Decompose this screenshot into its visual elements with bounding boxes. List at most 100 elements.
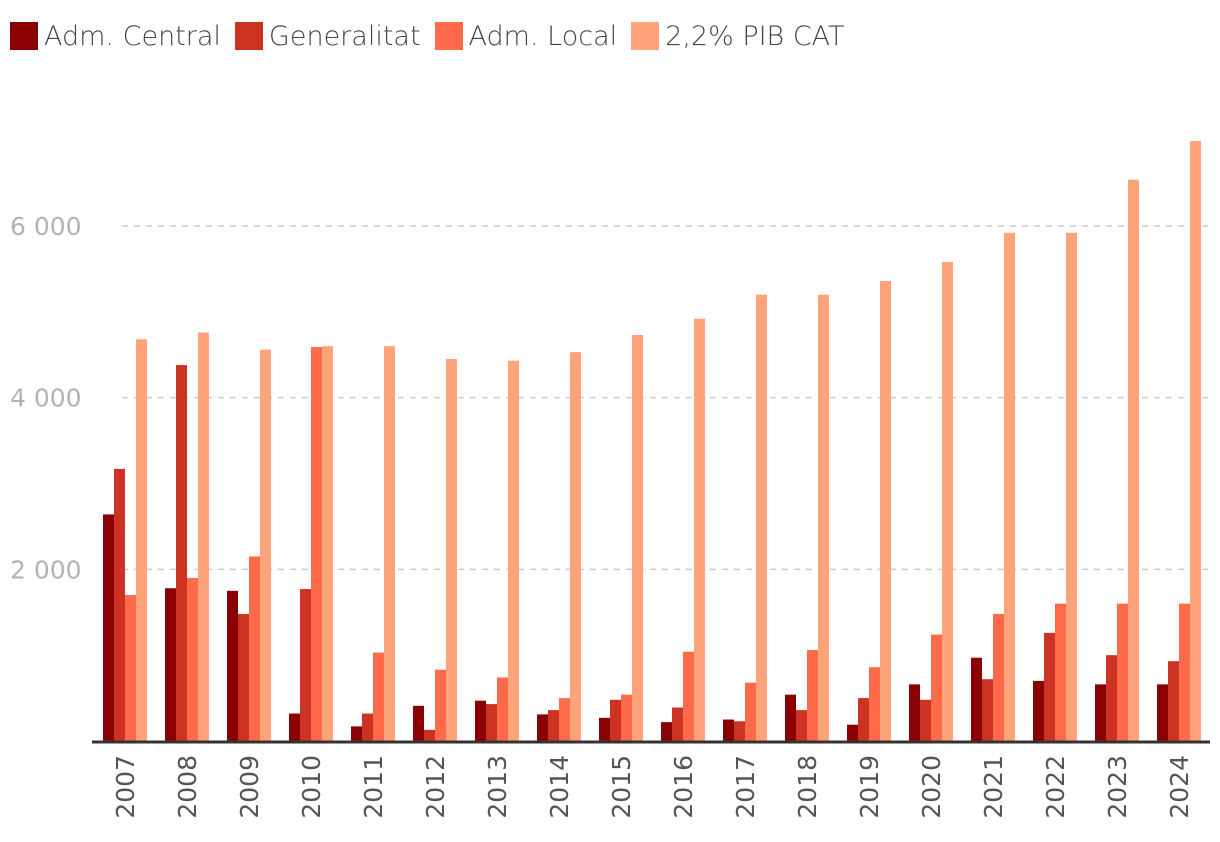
bar-adm-central-2012: [413, 705, 424, 741]
x-tick-label-2023: 2023: [1103, 755, 1132, 819]
x-tick-label-2015: 2015: [607, 755, 636, 819]
bar-adm-central-2009: [227, 590, 238, 741]
bar-generalitat-2020: [920, 699, 931, 741]
bar-generalitat-2012: [424, 729, 435, 741]
legend-item-pib-cat: 2,2% PIB CAT: [631, 20, 845, 52]
bar-2-2-pib-cat-2009: [260, 349, 271, 741]
bar-generalitat-2010: [300, 589, 311, 741]
x-tick-label-2017: 2017: [731, 755, 760, 819]
bar-generalitat-2019: [858, 698, 869, 741]
bar-2-2-pib-cat-2011: [384, 346, 395, 741]
legend-label-pib-cat: 2,2% PIB CAT: [665, 20, 845, 52]
legend-item-adm-central: Adm. Central: [10, 21, 221, 52]
bar-generalitat-2011: [362, 713, 373, 741]
bar-generalitat-2023: [1106, 655, 1117, 741]
bar-adm-central-2010: [289, 713, 300, 741]
bar-2-2-pib-cat-2023: [1128, 179, 1139, 741]
bar-2-2-pib-cat-2015: [632, 335, 643, 741]
bar-adm-local-2022: [1055, 603, 1066, 741]
bar-adm-local-2012: [435, 669, 446, 741]
bar-2-2-pib-cat-2014: [570, 352, 581, 741]
bar-generalitat-2009: [238, 613, 249, 741]
bar-generalitat-2014: [548, 710, 559, 741]
bar-adm-local-2017: [745, 682, 756, 741]
bar-2-2-pib-cat-2008: [198, 332, 209, 741]
bar-adm-local-2020: [931, 634, 942, 741]
bar-adm-local-2013: [497, 677, 508, 741]
bar-adm-local-2008: [187, 577, 198, 741]
x-tick-label-2016: 2016: [669, 755, 698, 819]
bar-adm-central-2011: [351, 726, 362, 741]
bar-generalitat-2018: [796, 710, 807, 741]
bar-adm-local-2016: [683, 651, 694, 741]
bar-2-2-pib-cat-2017: [756, 294, 767, 741]
bar-2-2-pib-cat-2018: [818, 294, 829, 741]
bar-adm-central-2014: [537, 714, 548, 741]
bar-adm-central-2016: [661, 722, 672, 741]
x-tick-label-2012: 2012: [421, 755, 450, 819]
legend-item-adm-local: Adm. Local: [434, 20, 618, 52]
x-tick-label-2014: 2014: [545, 755, 574, 819]
bar-2-2-pib-cat-2013: [508, 360, 519, 741]
bar-adm-local-2018: [807, 650, 818, 741]
bar-generalitat-2007: [114, 468, 125, 741]
legend-swatch-adm-central: [10, 22, 38, 50]
bar-adm-local-2021: [993, 613, 1004, 741]
legend-label-generalitat: Generalitat: [268, 20, 421, 52]
bar-adm-central-2024: [1157, 684, 1168, 741]
legend-label-adm-local: Adm. Local: [468, 20, 618, 52]
bar-generalitat-2013: [486, 704, 497, 741]
bar-adm-local-2010: [311, 347, 322, 741]
x-tick-label-2020: 2020: [917, 755, 946, 819]
bar-generalitat-2008: [176, 365, 187, 741]
bar-2-2-pib-cat-2012: [446, 359, 457, 741]
x-tick-label-2013: 2013: [483, 755, 512, 819]
y-tick-label-6000: 6 000: [10, 212, 82, 241]
bar-adm-local-2019: [869, 667, 880, 741]
x-tick-label-2018: 2018: [793, 755, 822, 819]
bar-adm-local-2009: [249, 556, 260, 741]
legend-item-generalitat: Generalitat: [234, 20, 421, 52]
bar-adm-central-2021: [971, 657, 982, 741]
bar-adm-local-2007: [125, 595, 136, 741]
bar-adm-local-2024: [1179, 603, 1190, 741]
bar-2-2-pib-cat-2020: [942, 262, 953, 741]
x-tick-label-2010: 2010: [297, 755, 326, 819]
bar-2-2-pib-cat-2010: [322, 346, 333, 741]
bar-adm-local-2014: [559, 698, 570, 741]
bar-adm-central-2019: [847, 724, 858, 741]
bar-generalitat-2015: [610, 699, 621, 741]
legend-label-adm-central: Adm. Central: [44, 20, 221, 52]
bar-adm-central-2018: [785, 694, 796, 741]
chart-legend: Adm. Central Generalitat Adm. Local 2,2%…: [10, 16, 859, 56]
bar-adm-central-2020: [909, 684, 920, 741]
x-tick-label-2009: 2009: [235, 755, 264, 819]
x-tick-label-2008: 2008: [173, 755, 202, 819]
x-tick-label-2024: 2024: [1165, 755, 1194, 819]
bar-generalitat-2024: [1168, 661, 1179, 741]
bar-adm-local-2023: [1117, 603, 1128, 741]
y-tick-label-4000: 4 000: [10, 384, 82, 413]
bar-generalitat-2016: [672, 707, 683, 741]
bar-2-2-pib-cat-2007: [136, 339, 147, 741]
bar-adm-central-2017: [723, 719, 734, 741]
legend-swatch-adm-local: [434, 22, 463, 50]
bar-adm-central-2008: [165, 588, 176, 741]
x-tick-label-2011: 2011: [359, 755, 388, 819]
bar-adm-central-2022: [1033, 680, 1044, 741]
x-tick-label-2007: 2007: [111, 755, 140, 819]
x-tick-label-2021: 2021: [979, 755, 1008, 819]
bar-2-2-pib-cat-2019: [880, 280, 891, 741]
bar-generalitat-2017: [734, 721, 745, 741]
x-tick-label-2019: 2019: [855, 755, 884, 819]
bar-adm-local-2011: [373, 652, 384, 741]
bar-adm-central-2007: [103, 514, 114, 741]
y-tick-label-2000: 2 000: [10, 555, 82, 584]
bar-generalitat-2022: [1044, 632, 1055, 741]
x-tick-label-2022: 2022: [1041, 755, 1070, 819]
bar-2-2-pib-cat-2021: [1004, 232, 1015, 741]
bar-2-2-pib-cat-2022: [1066, 232, 1077, 741]
legend-swatch-generalitat: [234, 22, 263, 50]
bar-adm-central-2015: [599, 717, 610, 741]
